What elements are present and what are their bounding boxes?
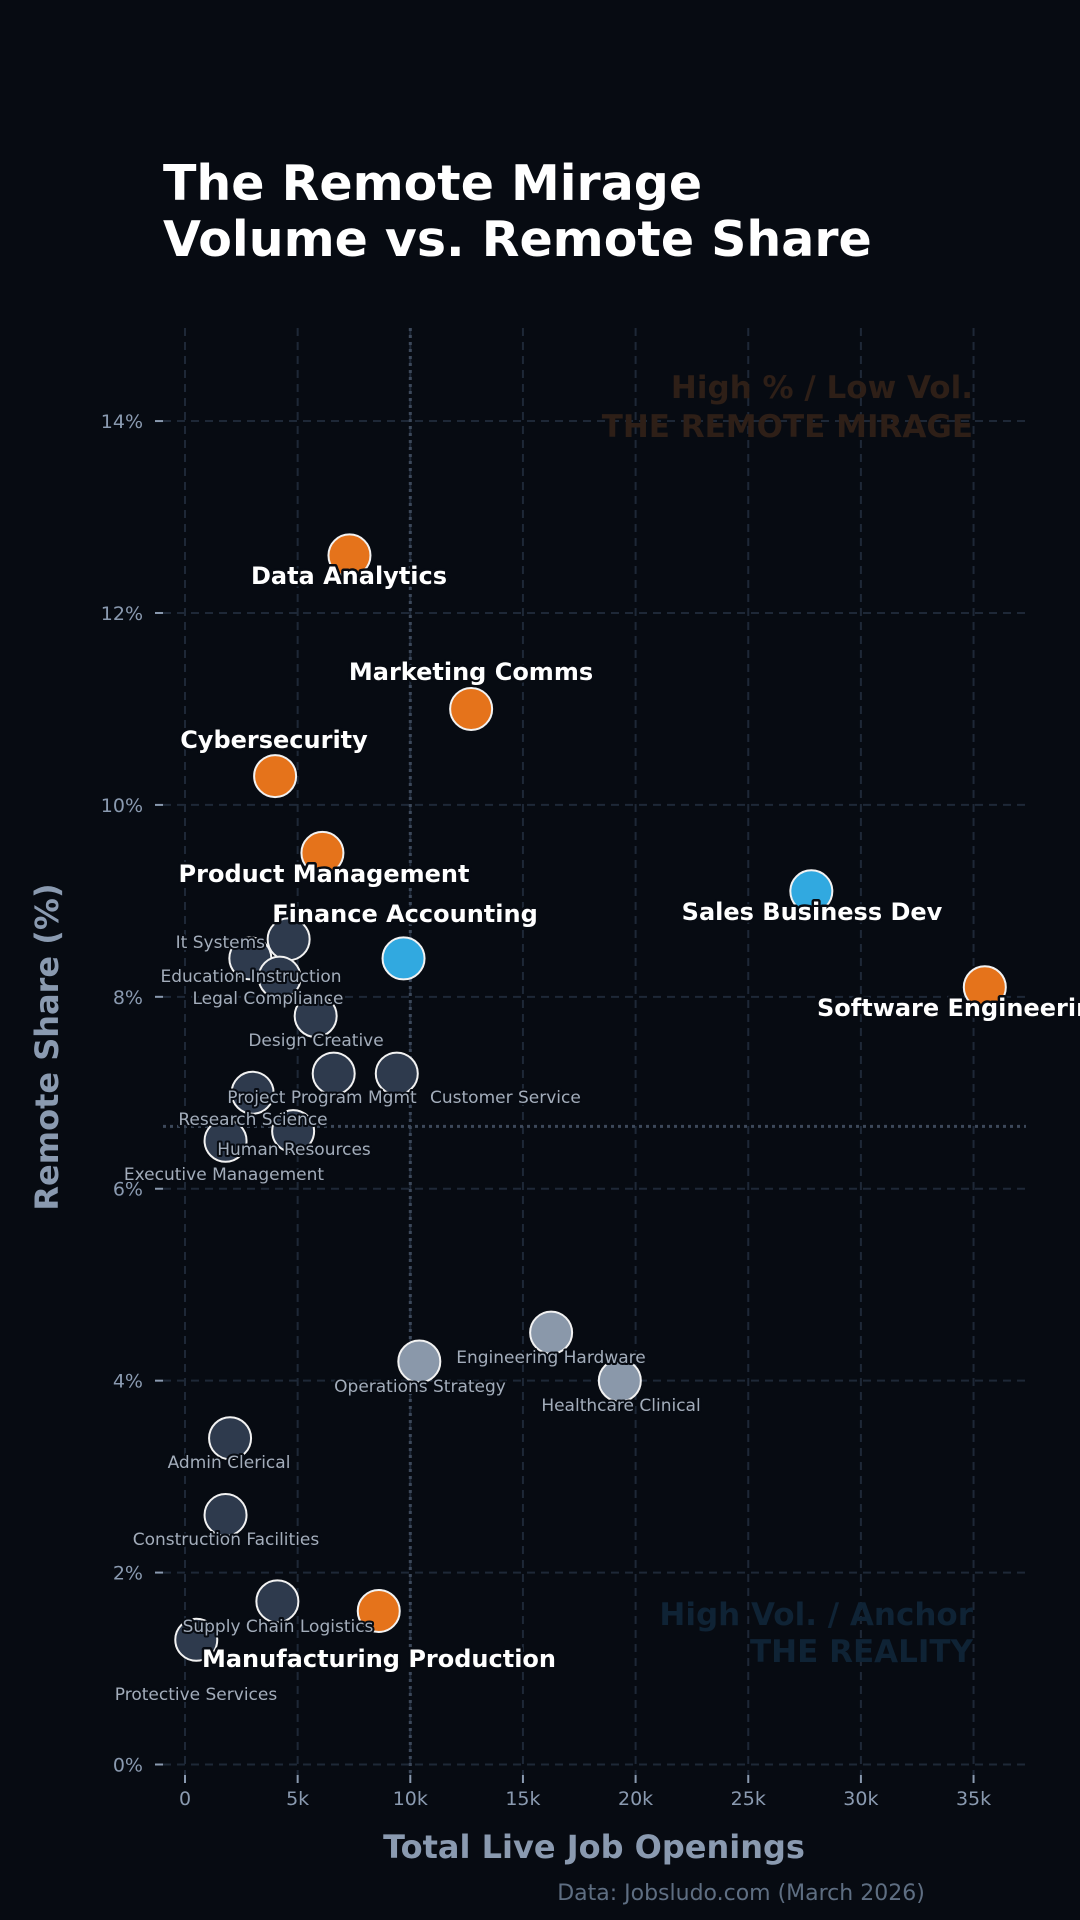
point-labels: Data Analytics Marketing Comms Cybersecuri…	[113, 560, 1080, 1708]
data-point	[381, 936, 426, 981]
grid	[163, 328, 1026, 1775]
axis-ticks: 0 5k 10k 15k 20k 25k 30k 35k 0% 2% 4% 6% 8% 10% 12% 14%	[101, 411, 991, 1810]
point-label: Finance Accounting	[272, 900, 538, 928]
point-label: Human Resources	[217, 1140, 371, 1160]
quadrant-top-line1: High % / Low Vol.	[671, 370, 973, 406]
y-tick-label: 8%	[113, 987, 143, 1009]
data-point	[255, 1579, 300, 1624]
data-point	[311, 1051, 356, 1096]
point-label: Protective Services	[115, 1685, 278, 1705]
point-label: Cybersecurity	[180, 726, 368, 754]
data-point	[174, 1617, 219, 1662]
point-label: Healthcare Clinical	[541, 1396, 700, 1416]
data-point	[230, 1070, 275, 1115]
data-points	[174, 533, 1007, 1662]
x-tick-label: 5k	[286, 1788, 309, 1810]
point-label: Supply Chain Logistics	[183, 1617, 374, 1637]
y-tick-label: 14%	[101, 411, 143, 433]
point-label: Project Program Mgmt	[227, 1088, 417, 1108]
x-tick-label: 10k	[393, 1788, 428, 1810]
point-label: Software Engineering	[817, 994, 1080, 1022]
point-label: Research Science	[178, 1110, 327, 1130]
x-tick-label: 35k	[956, 1788, 991, 1810]
data-point	[253, 754, 298, 799]
y-tick-label: 2%	[113, 1563, 143, 1585]
quadrant-bottom-line1: High Vol. / Anchor	[659, 1597, 973, 1633]
source-note: Data: Jobsludo.com (March 2026)	[557, 1881, 925, 1906]
data-point	[962, 965, 1007, 1010]
reference-lines	[163, 328, 1026, 1775]
point-label: Admin Clerical	[168, 1453, 291, 1473]
point-label: Design Creative	[248, 1031, 383, 1051]
data-point	[529, 1310, 574, 1355]
data-point	[789, 869, 834, 914]
x-tick-label: 15k	[505, 1788, 540, 1810]
point-label: Manufacturing Production	[202, 1645, 556, 1673]
point-label: Engineering Hardware	[456, 1348, 645, 1368]
point-label: Marketing Comms	[349, 658, 593, 686]
point-label: Education Instruction	[160, 967, 341, 987]
point-label: Construction Facilities	[133, 1530, 320, 1550]
data-point	[356, 1588, 401, 1633]
quadrant-bottom-line2: THE REALITY	[750, 1634, 974, 1670]
x-tick-label: 25k	[731, 1788, 766, 1810]
point-label: Legal Compliance	[192, 989, 343, 1009]
y-tick-label: 0%	[113, 1755, 143, 1777]
data-point	[374, 1051, 419, 1096]
point-label: Sales Business Dev	[682, 898, 943, 926]
x-tick-label: 20k	[618, 1788, 653, 1810]
point-label: Customer Service	[430, 1088, 581, 1108]
data-point	[257, 955, 302, 1000]
quadrant-labels: High % / Low Vol. THE REMOTE MIRAGE High…	[602, 370, 974, 1670]
data-point	[449, 686, 494, 731]
data-point	[327, 533, 372, 578]
data-point	[597, 1358, 642, 1403]
x-axis-title: Total Live Job Openings	[383, 1828, 805, 1866]
chart-subtitle: Volume vs. Remote Share	[163, 211, 872, 268]
data-point	[271, 1109, 316, 1154]
x-tick-label: 0	[179, 1788, 191, 1810]
y-tick-label: 6%	[113, 1179, 143, 1201]
point-label: Executive Management	[124, 1165, 324, 1185]
data-point	[293, 994, 338, 1039]
data-point	[300, 830, 345, 875]
data-point	[208, 1416, 253, 1461]
point-label: Data Analytics	[251, 562, 447, 590]
quadrant-top-line2: THE REMOTE MIRAGE	[602, 409, 973, 445]
y-tick-label: 10%	[101, 795, 143, 817]
point-label: Operations Strategy	[334, 1377, 506, 1397]
x-tick-label: 30k	[843, 1788, 878, 1810]
data-point	[203, 1493, 248, 1538]
point-label: It Systems	[176, 933, 265, 953]
chart-title: The Remote Mirage	[163, 155, 702, 212]
data-point	[203, 1118, 248, 1163]
y-axis-title: Remote Share (%)	[28, 883, 66, 1210]
y-tick-label: 12%	[101, 603, 143, 625]
data-point	[397, 1339, 442, 1384]
point-label: Product Management	[179, 860, 470, 888]
y-tick-label: 4%	[113, 1371, 143, 1393]
